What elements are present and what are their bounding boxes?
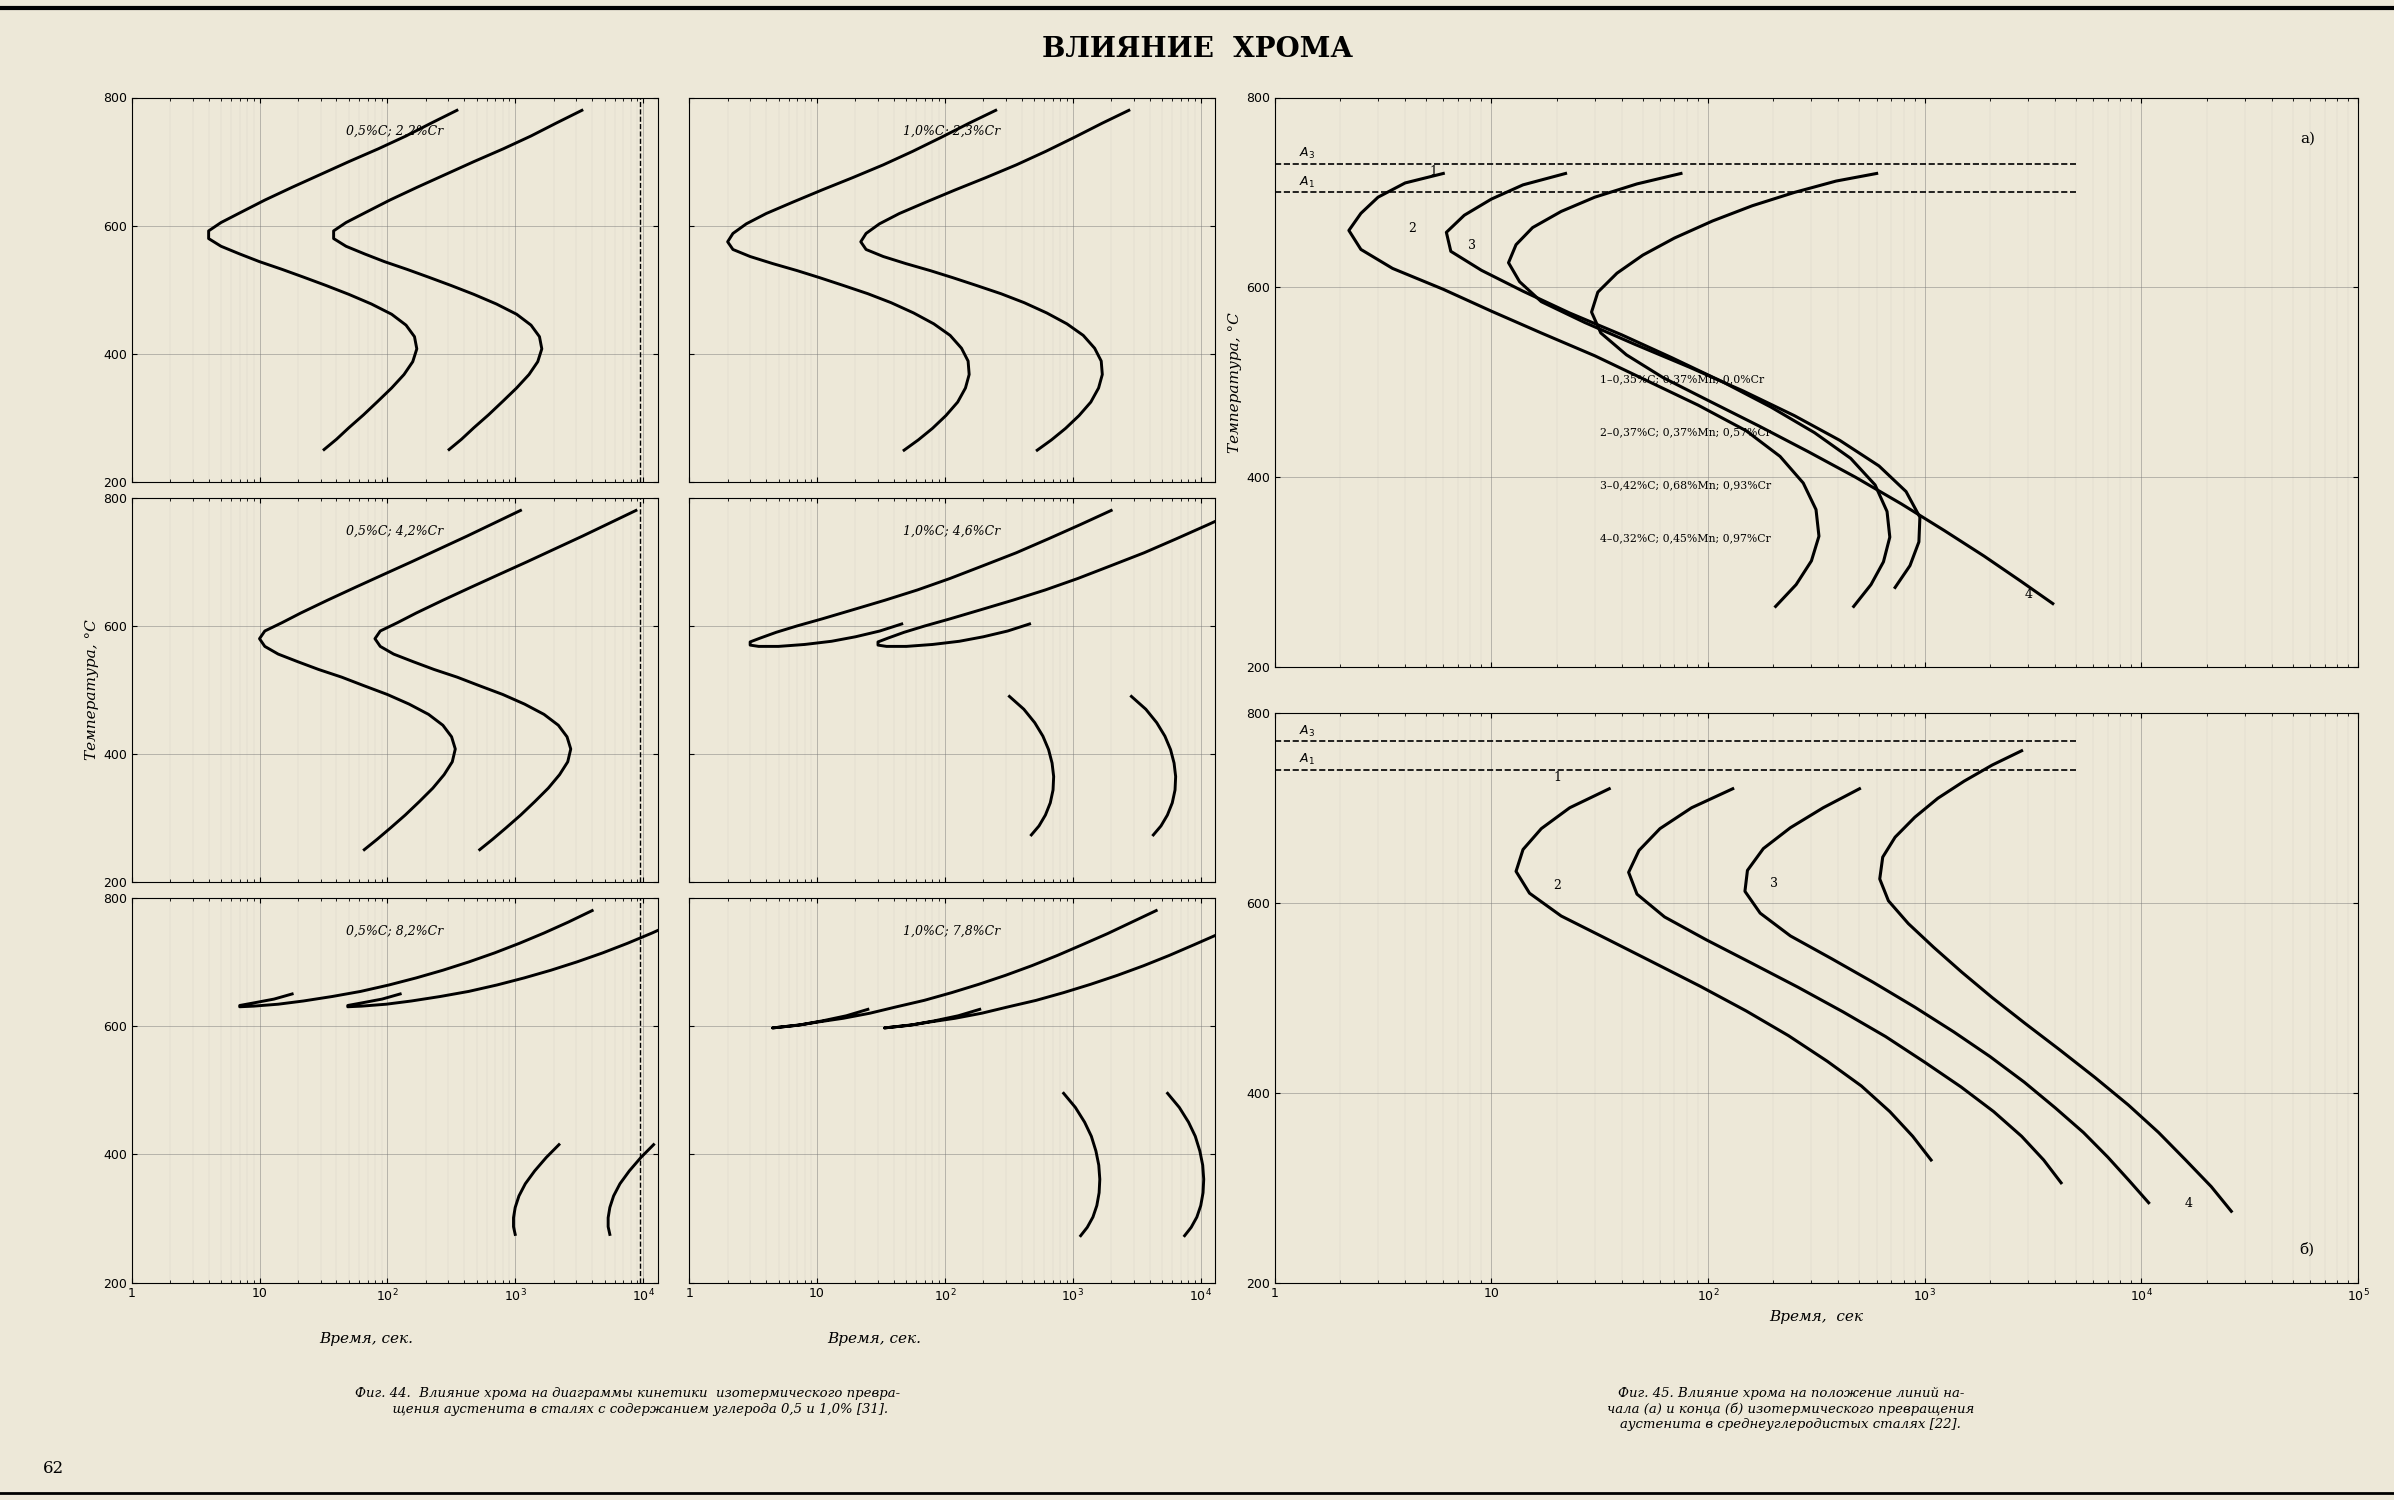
Text: ВЛИЯНИЕ  ХРОМА: ВЛИЯНИЕ ХРОМА (1041, 36, 1353, 63)
Text: 4–0,32%C; 0,45%Mn; 0,97%Cr: 4–0,32%C; 0,45%Mn; 0,97%Cr (1599, 534, 1772, 543)
Text: 62: 62 (43, 1460, 65, 1478)
Text: а): а) (2301, 132, 2315, 146)
Text: 0,5%C; 8,2%Cr: 0,5%C; 8,2%Cr (347, 924, 443, 938)
Text: $A_3$: $A_3$ (1300, 147, 1314, 162)
Text: 0,5%C; 4,2%Cr: 0,5%C; 4,2%Cr (347, 525, 443, 537)
X-axis label: Время,  сек: Время, сек (1769, 1310, 1863, 1323)
Text: 1: 1 (1554, 771, 1561, 784)
Text: 4: 4 (2025, 588, 2033, 602)
Text: Фиг. 45. Влияние хрома на положение линий на-
чала (а) и конца (б) изотермическо: Фиг. 45. Влияние хрома на положение лини… (1606, 1388, 1975, 1431)
Text: $A_1$: $A_1$ (1300, 752, 1314, 766)
Text: $A_3$: $A_3$ (1300, 723, 1314, 738)
Text: 3: 3 (1769, 876, 1779, 890)
Text: $A_1$: $A_1$ (1300, 176, 1314, 190)
Text: 3: 3 (1468, 240, 1477, 252)
Text: 2–0,37%C; 0,37%Mn; 0,57%Cr: 2–0,37%C; 0,37%Mn; 0,57%Cr (1599, 427, 1772, 438)
Text: б): б) (2301, 1242, 2315, 1257)
Text: Фиг. 44.  Влияние хрома на диаграммы кинетики  изотермического превра-
      щен: Фиг. 44. Влияние хрома на диаграммы кине… (354, 1388, 900, 1416)
Text: Время, сек.: Время, сек. (826, 1332, 922, 1346)
Text: 1,0%C; 7,8%Cr: 1,0%C; 7,8%Cr (903, 924, 1001, 938)
Text: 0,5%C; 2,2%Cr: 0,5%C; 2,2%Cr (347, 124, 443, 138)
Text: 2: 2 (1554, 879, 1561, 892)
Y-axis label: Температура, °С: Температура, °С (84, 620, 98, 760)
Y-axis label: Температура, °С: Температура, °С (1228, 312, 1242, 453)
Text: 2: 2 (1408, 222, 1415, 236)
Text: 4: 4 (2183, 1197, 2193, 1210)
Text: 1,0%C; 2,3%Cr: 1,0%C; 2,3%Cr (903, 124, 1001, 138)
Text: 1–0,35%C; 0,37%Mn; 0,0%Cr: 1–0,35%C; 0,37%Mn; 0,0%Cr (1599, 375, 1764, 384)
Text: Время, сек.: Время, сек. (318, 1332, 414, 1346)
Text: 1,0%C; 4,6%Cr: 1,0%C; 4,6%Cr (903, 525, 1001, 537)
Text: 1: 1 (1429, 165, 1439, 178)
Text: 3–0,42%C; 0,68%Mn; 0,93%Cr: 3–0,42%C; 0,68%Mn; 0,93%Cr (1599, 480, 1772, 490)
